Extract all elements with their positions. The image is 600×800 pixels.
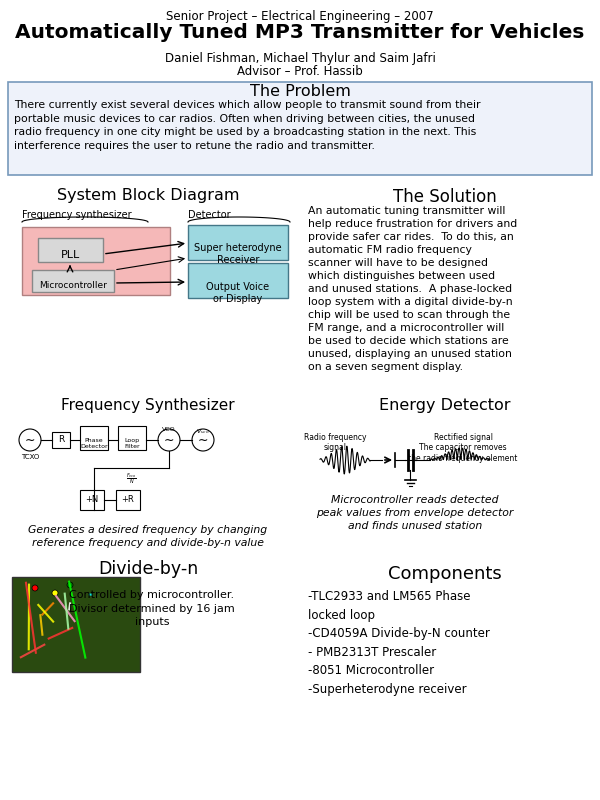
Circle shape	[19, 429, 41, 451]
Circle shape	[32, 585, 38, 591]
Text: ∼: ∼	[164, 434, 174, 446]
Text: Generates a desired frequency by changing
reference frequency and divide-by-n va: Generates a desired frequency by changin…	[28, 525, 268, 548]
Text: Detector: Detector	[188, 210, 230, 220]
Text: ∼: ∼	[25, 434, 35, 446]
Text: Radio frequency
signal: Radio frequency signal	[304, 433, 366, 452]
FancyBboxPatch shape	[116, 490, 140, 510]
FancyBboxPatch shape	[22, 227, 170, 295]
FancyBboxPatch shape	[12, 577, 140, 672]
FancyBboxPatch shape	[118, 426, 146, 450]
FancyBboxPatch shape	[32, 270, 114, 292]
Text: An automatic tuning transmitter will
help reduce frustration for drivers and
pro: An automatic tuning transmitter will hel…	[308, 206, 517, 373]
Text: Frequency Synthesizer: Frequency Synthesizer	[61, 398, 235, 413]
Text: Divide-by-n: Divide-by-n	[98, 560, 198, 578]
Text: Automatically Tuned MP3 Transmitter for Vehicles: Automatically Tuned MP3 Transmitter for …	[16, 23, 584, 42]
Text: System Block Diagram: System Block Diagram	[57, 188, 239, 203]
Text: Super heterodyne
Receiver: Super heterodyne Receiver	[194, 243, 282, 266]
Circle shape	[158, 429, 180, 451]
Circle shape	[52, 590, 58, 596]
Text: Microcontroller: Microcontroller	[39, 281, 107, 290]
Text: Energy Detector: Energy Detector	[379, 398, 511, 413]
FancyBboxPatch shape	[8, 82, 592, 175]
Text: -TLC2933 and LM565 Phase
locked loop
-CD4059A Divide-by-N counter
- PMB2313T Pre: -TLC2933 and LM565 Phase locked loop -CD…	[308, 590, 490, 695]
Circle shape	[67, 582, 73, 588]
Text: Frequency synthesizer: Frequency synthesizer	[22, 210, 131, 220]
Text: Loop
Filter: Loop Filter	[124, 438, 140, 449]
Text: Advisor – Prof. Hassib: Advisor – Prof. Hassib	[237, 65, 363, 78]
FancyBboxPatch shape	[38, 238, 103, 262]
Text: PLL: PLL	[61, 250, 80, 260]
FancyBboxPatch shape	[188, 263, 288, 298]
Text: Components: Components	[388, 565, 502, 583]
Text: Daniel Fishman, Michael Thylur and Saim Jafri: Daniel Fishman, Michael Thylur and Saim …	[164, 52, 436, 65]
Text: +R: +R	[122, 495, 134, 505]
Text: R: R	[58, 435, 64, 445]
Text: Microcontroller reads detected
peak values from envelope detector
and finds unus: Microcontroller reads detected peak valu…	[316, 495, 514, 531]
FancyBboxPatch shape	[52, 432, 70, 448]
Text: Rectified signal
The capacitor removes
the radio frequency element: Rectified signal The capacitor removes t…	[409, 433, 518, 462]
Text: Output Voice
or Display: Output Voice or Display	[206, 282, 269, 304]
Text: The Problem: The Problem	[250, 84, 350, 99]
Text: Controlled by microcontroller.
Divisor determined by 16 jam
inputs: Controlled by microcontroller. Divisor d…	[69, 590, 235, 627]
Text: VCO: VCO	[162, 427, 176, 432]
Text: +N: +N	[85, 495, 98, 505]
Circle shape	[192, 429, 214, 451]
Text: TCXO: TCXO	[21, 454, 39, 460]
Text: $\frac{F_{vco}}{N}$: $\frac{F_{vco}}{N}$	[125, 472, 136, 487]
Text: There currently exist several devices which allow people to transmit sound from : There currently exist several devices wh…	[14, 100, 481, 150]
Text: ∼: ∼	[198, 434, 208, 446]
FancyBboxPatch shape	[188, 225, 288, 260]
Text: Phase
Detector: Phase Detector	[80, 438, 108, 449]
Text: Senior Project – Electrical Engineering – 2007: Senior Project – Electrical Engineering …	[166, 10, 434, 23]
FancyBboxPatch shape	[80, 426, 108, 450]
FancyBboxPatch shape	[80, 490, 104, 510]
Text: The Solution: The Solution	[393, 188, 497, 206]
Text: $V_{vco}$: $V_{vco}$	[196, 427, 210, 436]
